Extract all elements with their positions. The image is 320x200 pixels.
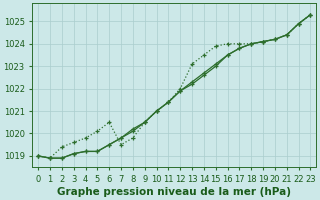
X-axis label: Graphe pression niveau de la mer (hPa): Graphe pression niveau de la mer (hPa) bbox=[57, 187, 291, 197]
